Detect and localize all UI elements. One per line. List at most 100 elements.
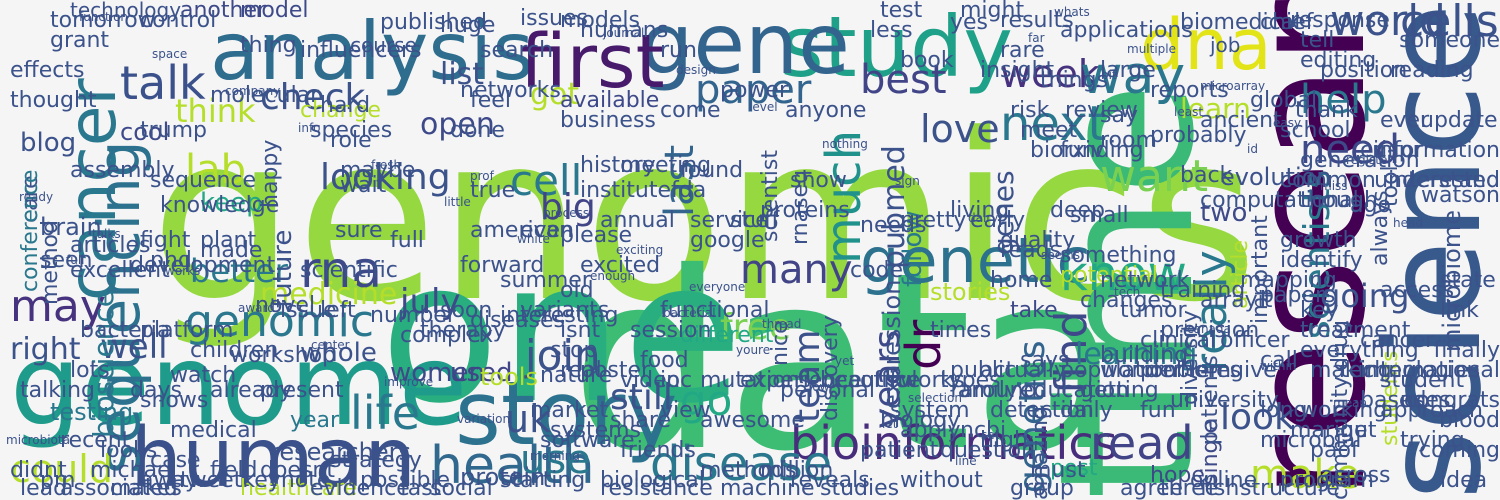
word-140: must — [1030, 458, 1086, 483]
word-366: beautiful — [820, 368, 918, 393]
word-374: problem — [1140, 358, 1232, 383]
word-171: reads — [1000, 238, 1062, 263]
word-383: gut — [1340, 418, 1377, 443]
word-384: paof — [1310, 438, 1359, 463]
word-230: lots — [70, 358, 110, 383]
word-308: computational — [1200, 188, 1359, 213]
word-151: daily — [1060, 398, 1113, 423]
word-10: study — [780, 0, 1013, 96]
word-337: methods — [700, 458, 797, 483]
word-82: keep — [200, 188, 263, 218]
word-58: right — [10, 332, 81, 367]
word-364: experience — [740, 368, 862, 393]
word-345: evidence — [310, 476, 410, 500]
word-407: center — [311, 338, 350, 352]
word-248: thing — [240, 33, 297, 58]
word-353: issue — [280, 298, 337, 323]
word-275: information — [1373, 138, 1500, 163]
word-178: real — [560, 358, 602, 383]
word-142: public — [950, 358, 1017, 383]
word-213: apply — [900, 418, 961, 443]
word-329: university — [1170, 388, 1279, 413]
word-114: crispr — [1360, 138, 1422, 163]
word-387: fish — [1200, 476, 1240, 500]
word-327: give — [1230, 358, 1277, 383]
word-29: week — [1000, 52, 1100, 96]
word-106: model — [240, 0, 309, 23]
word-127: even — [520, 218, 575, 243]
word-350: michael — [90, 458, 177, 483]
word-394: thread — [762, 317, 802, 331]
word-26: could — [10, 447, 113, 491]
word-326: microbial — [1260, 428, 1362, 453]
word-150: getting — [1080, 378, 1159, 403]
word-30: way — [1080, 46, 1186, 106]
word-121: interesting — [500, 303, 619, 328]
word-80: open — [420, 107, 495, 142]
word-155: complex — [400, 323, 494, 348]
word-401: easy — [1273, 116, 1302, 130]
word-152: development — [130, 253, 276, 278]
word-419: canada — [1187, 322, 1231, 336]
word-252: search — [480, 38, 554, 63]
word-343: possible — [360, 468, 451, 493]
word-227: makes — [110, 476, 182, 500]
word-18: health — [430, 436, 595, 496]
word-425: company — [225, 84, 281, 98]
word-324: trying — [1400, 428, 1465, 453]
word-256: less — [870, 18, 913, 43]
word-190: group — [1010, 476, 1074, 500]
word-391: process — [543, 206, 590, 220]
word-341: starting — [500, 468, 586, 493]
word-282: though — [1300, 188, 1378, 213]
word-205: cancer — [1360, 328, 1435, 353]
word-124: old — [560, 278, 594, 303]
word-359: nature — [540, 363, 613, 388]
word-368: works — [900, 368, 965, 393]
word-377: call — [1260, 348, 1298, 373]
word-239: assembly — [70, 158, 175, 183]
word-234: watch — [170, 363, 237, 388]
word-309: growth — [1280, 228, 1357, 253]
word-380: student — [1380, 368, 1465, 393]
word-358: diseases — [470, 308, 566, 333]
word-199: excited — [580, 253, 661, 278]
word-332: ncbi — [960, 418, 1007, 443]
word-371: says — [1020, 348, 1070, 373]
word-167: course — [350, 33, 417, 57]
word-442: full — [66, 253, 85, 267]
word-123: high — [980, 428, 1028, 453]
word-388: three — [1160, 476, 1219, 500]
word-143: system — [890, 398, 970, 423]
word-202: papers — [1260, 283, 1336, 308]
word-306: living — [950, 198, 1010, 223]
word-440: miss — [1320, 179, 1348, 193]
word-159: species — [310, 118, 393, 143]
word-215: wonder — [1100, 358, 1182, 383]
word-220: full — [390, 228, 424, 253]
word-323: idea — [1440, 468, 1488, 493]
word-207: precision — [1160, 318, 1260, 343]
word-270: reports — [1150, 78, 1229, 103]
word-236: excellent — [70, 258, 170, 283]
word-389: agree — [1120, 476, 1184, 500]
word-430: enough — [590, 269, 636, 283]
word-100: evolution — [1220, 163, 1332, 191]
word-422: microbiota — [6, 433, 70, 447]
word-416: dairy — [968, 211, 999, 225]
word-141: around — [960, 378, 1038, 403]
word-111: post — [1050, 456, 1098, 481]
word-241: knowledge — [160, 193, 280, 218]
word-212: food — [640, 348, 689, 373]
word-319: international — [1359, 358, 1500, 383]
word-331: detection — [990, 398, 1094, 423]
word-335: patient — [860, 438, 939, 463]
word-115: global — [1250, 88, 1318, 113]
word-44: need — [1300, 127, 1400, 173]
word-386: structure — [1240, 476, 1340, 500]
word-273: ever — [1380, 108, 1430, 133]
word-340: biological — [600, 468, 705, 493]
word-302: stuff — [730, 208, 780, 233]
word-217: based — [1360, 388, 1427, 413]
word-316: state — [1440, 268, 1496, 293]
